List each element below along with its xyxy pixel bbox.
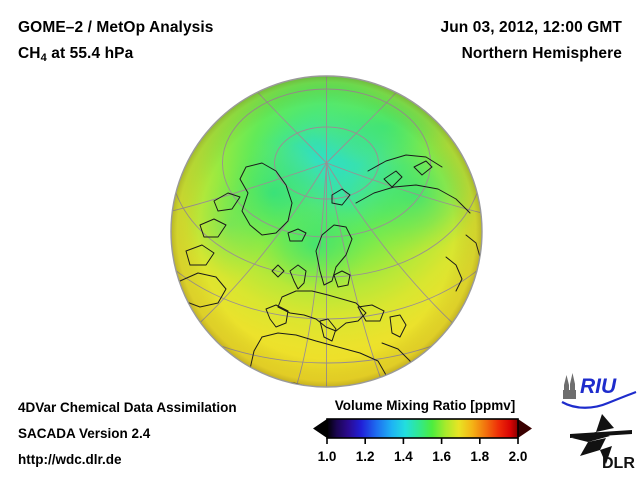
assimilation-label: 4DVar Chemical Data Assimilation: [18, 400, 237, 415]
website-url[interactable]: http://wdc.dlr.de: [18, 452, 122, 467]
species-prefix: CH: [18, 45, 41, 62]
colorbar-extend-low: [313, 419, 327, 438]
colorbar-tick-label-3: 1.6: [432, 449, 451, 464]
species-title: CH4 at 55.4 hPa: [18, 45, 133, 64]
colorbar-gradient: [327, 419, 518, 438]
dlr-mark-icon: [570, 414, 632, 464]
datetime-label: Jun 03, 2012, 12:00 GMT: [440, 19, 622, 36]
globe-outline: [170, 75, 483, 388]
colorbar-tick-label-1: 1.2: [356, 449, 375, 464]
colorbar: Volume Mixing Ratio [ppmv]: [300, 398, 550, 476]
species-subscript: 4: [40, 52, 47, 64]
limb-shading: [171, 76, 482, 387]
colorbar-tick-label-0: 1.0: [318, 449, 337, 464]
wave-icon: [561, 390, 637, 409]
riu-logo-graphic: RIU: [561, 373, 637, 409]
orthographic-projection: [170, 75, 483, 388]
colorbar-title: Volume Mixing Ratio [ppmv]: [334, 398, 516, 413]
colorbar-tick-label-5: 2.0: [509, 449, 528, 464]
species-level: at 55.4 hPa: [46, 45, 134, 62]
dlr-logo-graphic: DLR: [570, 414, 635, 472]
colorbar-tick-label-2: 1.4: [394, 449, 413, 464]
instrument-title: GOME–2 / MetOp Analysis: [18, 19, 214, 36]
globe-map: [170, 75, 483, 388]
riu-wordmark: RIU: [580, 375, 617, 398]
dlr-wordmark: DLR: [602, 455, 635, 470]
colorbar-frame: [326, 418, 519, 439]
colorbar-scale: 1.0 1.2 1.4 1.6 1.8 2.0: [313, 418, 532, 464]
riu-logo: RIU: [558, 371, 638, 411]
colorbar-ticks: [326, 438, 519, 444]
dlr-logo: DLR: [566, 412, 638, 472]
cathedral-icon: [563, 373, 576, 399]
colorbar-extend-high: [518, 419, 532, 438]
colorbar-tick-label-4: 1.8: [470, 449, 489, 464]
version-label: SACADA Version 2.4: [18, 426, 151, 441]
region-label: Northern Hemisphere: [461, 45, 622, 62]
